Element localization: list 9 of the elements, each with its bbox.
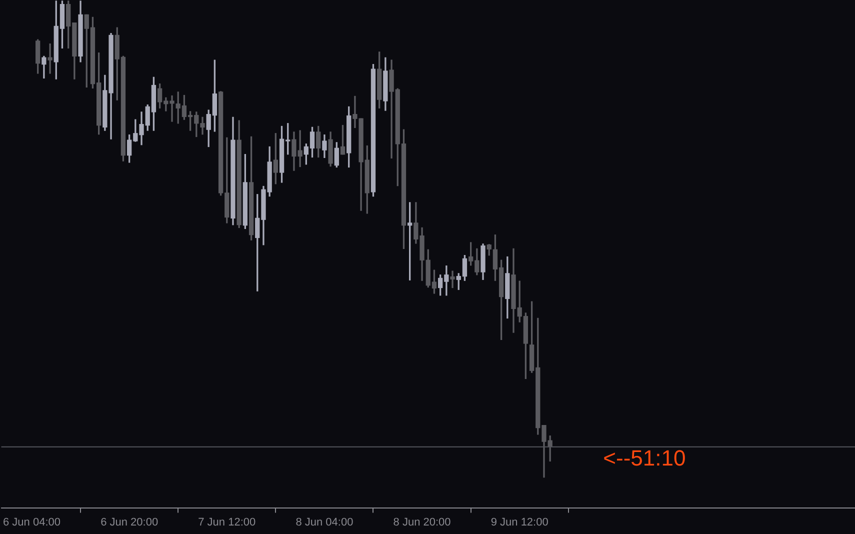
x-tick-label: 9 Jun 12:00 bbox=[490, 516, 548, 528]
x-tick-label: 7 Jun 12:00 bbox=[198, 516, 256, 528]
candlestick bbox=[48, 43, 52, 74]
text: <--51:10 bbox=[603, 445, 686, 470]
x-tick-label: 8 Jun 04:00 bbox=[296, 516, 354, 528]
x-tick-label: 6 Jun 04:00 bbox=[2, 516, 60, 528]
x-tick-label: 6 Jun 20:00 bbox=[100, 516, 158, 528]
x-tick-label: 8 Jun 20:00 bbox=[393, 516, 451, 528]
candlestick bbox=[450, 270, 455, 288]
